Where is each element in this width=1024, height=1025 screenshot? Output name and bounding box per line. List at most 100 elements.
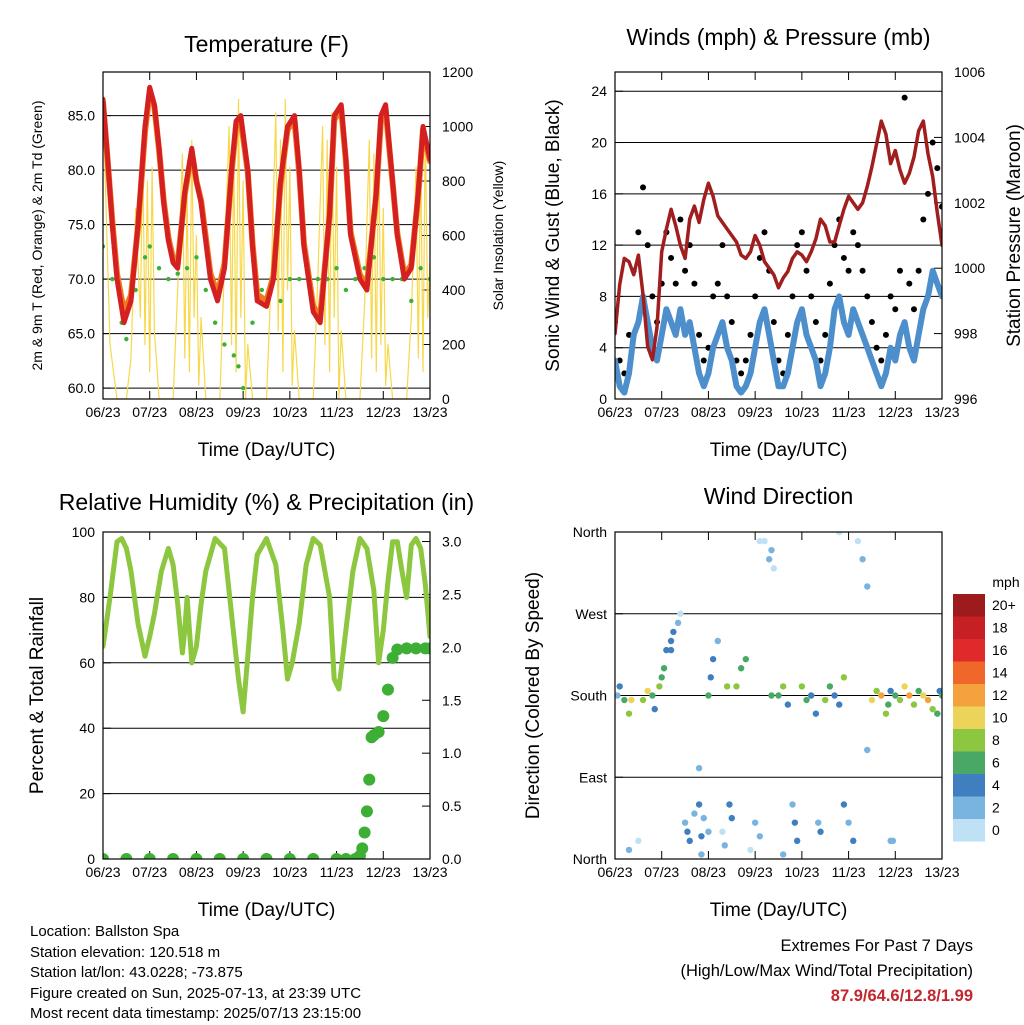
series-point bbox=[409, 298, 414, 304]
direction-point bbox=[698, 833, 705, 840]
direction-point bbox=[770, 565, 778, 572]
series-point bbox=[297, 276, 302, 282]
station-info: Location: Ballston Spa Station elevation… bbox=[30, 922, 361, 1025]
x-tick-label: 10/23 bbox=[784, 404, 819, 420]
series-point bbox=[789, 293, 796, 300]
y-tick-label: 70.0 bbox=[68, 271, 95, 287]
legend-label: 20+ bbox=[992, 597, 1016, 613]
direction-point bbox=[660, 665, 668, 672]
chart-title: Temperature (F) bbox=[184, 31, 349, 57]
series-point bbox=[840, 254, 847, 261]
direction-point bbox=[756, 537, 764, 545]
y2-tick-label: 800 bbox=[442, 173, 466, 189]
legend-label: 16 bbox=[992, 642, 1008, 658]
y-tick-label: North bbox=[573, 524, 607, 540]
latest-timestamp: Most recent data timestamp: 2025/07/13 2… bbox=[30, 1005, 362, 1022]
y2-tick-label: 2.5 bbox=[442, 586, 462, 602]
series-point bbox=[761, 229, 768, 236]
y-tick-label: 40 bbox=[79, 720, 95, 736]
y2-tick-label: 0.5 bbox=[442, 798, 462, 814]
series-line bbox=[103, 84, 430, 326]
direction-point bbox=[616, 683, 623, 690]
series-point bbox=[381, 683, 394, 696]
x-tick-label: 07/23 bbox=[644, 404, 679, 420]
direction-point bbox=[808, 692, 815, 699]
direction-point bbox=[670, 628, 677, 636]
y2-tick-label: 400 bbox=[442, 282, 466, 298]
plot-frame bbox=[102, 531, 431, 860]
series-point bbox=[356, 842, 369, 855]
series-point bbox=[887, 293, 894, 300]
series-point bbox=[696, 331, 703, 338]
direction-point bbox=[768, 692, 775, 699]
y-tick-label: 16 bbox=[591, 186, 607, 202]
series-point bbox=[719, 242, 726, 249]
series-point bbox=[124, 336, 129, 342]
x-tick-label: 08/23 bbox=[179, 864, 214, 880]
y2-tick-label: 1000 bbox=[442, 119, 473, 135]
series-point bbox=[929, 139, 936, 146]
x-tick-label: 06/23 bbox=[85, 864, 120, 880]
series-line bbox=[103, 536, 430, 715]
direction-point bbox=[826, 683, 834, 690]
series-point bbox=[920, 216, 927, 223]
x-tick-label: 12/23 bbox=[878, 864, 913, 880]
y-tick-label: 0 bbox=[599, 391, 607, 407]
direction-point bbox=[873, 687, 880, 695]
chart-humidity: Relative Humidity (%) & Precipitation (i… bbox=[27, 489, 474, 921]
direction-point bbox=[644, 687, 651, 695]
x-axis-label: Time (Day/UTC) bbox=[198, 900, 336, 921]
direction-point bbox=[728, 814, 735, 822]
series-point bbox=[649, 293, 656, 300]
legend-label: 18 bbox=[992, 620, 1008, 636]
y-tick-label: 60.0 bbox=[68, 380, 95, 396]
x-tick-label: 09/23 bbox=[738, 864, 773, 880]
direction-point bbox=[791, 819, 799, 826]
series-point bbox=[377, 710, 390, 723]
direction-point bbox=[768, 546, 775, 554]
direction-point bbox=[719, 828, 726, 835]
direction-point bbox=[887, 687, 894, 695]
y2-tick-label: 1200 bbox=[442, 64, 473, 80]
series-point bbox=[343, 287, 349, 293]
direction-point bbox=[651, 705, 658, 713]
legend-label: 8 bbox=[992, 732, 1000, 748]
legend-label: 10 bbox=[992, 710, 1008, 726]
y-tick-label: 80.0 bbox=[68, 162, 95, 178]
series-point bbox=[640, 184, 647, 191]
y-tick-label: South bbox=[570, 688, 607, 704]
direction-point bbox=[615, 692, 621, 699]
series-point bbox=[878, 357, 885, 364]
series-point bbox=[882, 331, 889, 338]
direction-point bbox=[845, 819, 852, 826]
direction-point bbox=[705, 828, 712, 835]
series-point bbox=[156, 266, 162, 271]
direction-point bbox=[779, 683, 787, 690]
y2-axis-label: Solar Insolation (Yellow) bbox=[490, 161, 506, 311]
series-point bbox=[742, 357, 749, 364]
series-point bbox=[934, 165, 941, 172]
direction-point bbox=[747, 846, 754, 854]
direction-point bbox=[686, 837, 693, 845]
series-point bbox=[896, 267, 903, 274]
direction-point bbox=[639, 696, 647, 704]
series-point bbox=[390, 276, 395, 282]
direction-point bbox=[815, 819, 822, 826]
series-point bbox=[287, 276, 293, 282]
direction-point bbox=[775, 692, 782, 699]
series-point bbox=[798, 229, 805, 236]
direction-point bbox=[938, 692, 942, 699]
series-point bbox=[672, 280, 679, 287]
series-point bbox=[409, 642, 422, 655]
direction-point bbox=[684, 828, 691, 835]
y-tick-label: 80 bbox=[79, 589, 95, 605]
series-point bbox=[747, 331, 754, 338]
legend-label: 14 bbox=[992, 665, 1008, 681]
series-point bbox=[203, 287, 208, 293]
series-point bbox=[728, 319, 735, 326]
direction-point bbox=[920, 692, 927, 699]
y-tick-label: North bbox=[573, 851, 607, 867]
series-point bbox=[147, 244, 152, 249]
x-tick-label: 11/23 bbox=[320, 864, 354, 880]
